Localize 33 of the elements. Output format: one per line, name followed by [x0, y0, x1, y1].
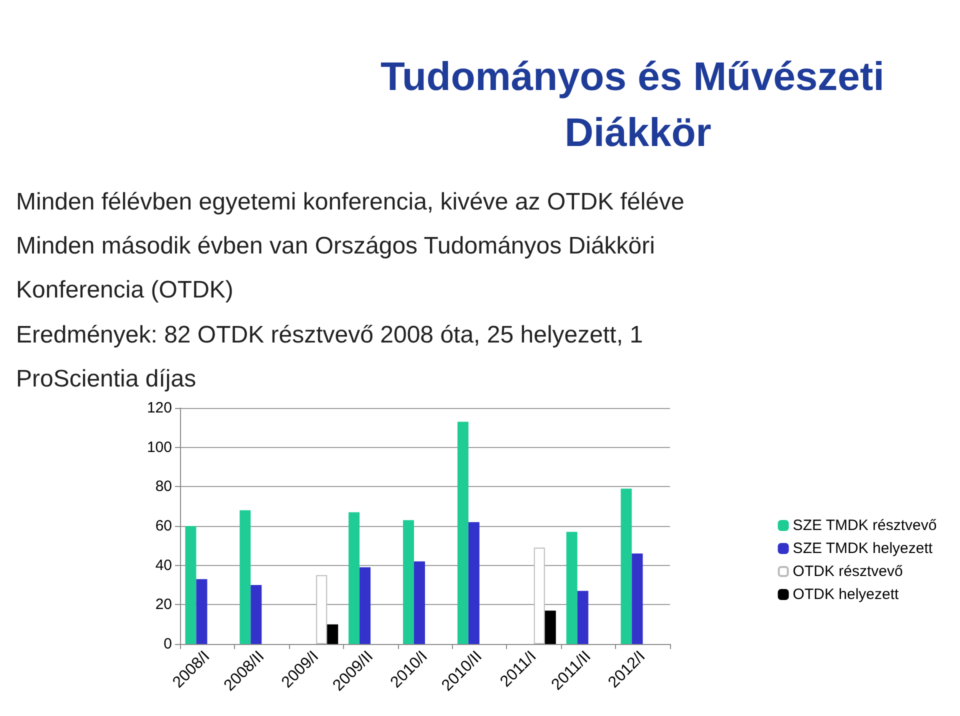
bar — [414, 561, 425, 644]
legend-label: SZE TMDK résztvevő — [792, 517, 937, 534]
bar — [196, 579, 208, 644]
y-tick-label: 40 — [155, 556, 172, 574]
bar — [185, 526, 196, 644]
y-tick-label: 120 — [146, 400, 172, 416]
bar — [316, 575, 328, 644]
bar — [403, 520, 414, 644]
bar — [468, 522, 480, 644]
text: Minden félévben egyetemi konferencia, kivéve az OTDK féléve — [16, 188, 684, 216]
y-tick-label: 80 — [155, 478, 172, 496]
bar — [360, 567, 371, 644]
bar — [240, 510, 251, 644]
bar — [544, 610, 556, 644]
bar — [577, 590, 588, 644]
y-tick-label: 20 — [155, 596, 172, 614]
bar — [348, 512, 360, 644]
bar — [620, 488, 632, 644]
y-tick-label: 0 — [164, 636, 172, 652]
bar — [327, 624, 338, 644]
text: Eredmények: 82 OTDK résztvevő 2008 óta, 25 helyezett, 1 ProScientia díjas — [16, 322, 650, 392]
y-tick-label: 60 — [155, 518, 172, 534]
bar — [457, 422, 468, 644]
bar — [250, 585, 262, 644]
legend-label: SZE TMDK helyezett — [792, 540, 934, 557]
legend-label: OTDK résztvevő — [792, 563, 903, 580]
bar — [566, 532, 578, 644]
text: Minden második évben van Országos Tudományos Diákköri Konferencia (OTDK) — [16, 232, 662, 304]
bar — [632, 554, 643, 644]
y-tick-label: 100 — [146, 438, 172, 456]
bar — [534, 548, 545, 644]
chart-title: Tudományos és Művészeti Diákkör — [380, 55, 896, 155]
legend-label: OTDK helyezett — [792, 586, 900, 603]
